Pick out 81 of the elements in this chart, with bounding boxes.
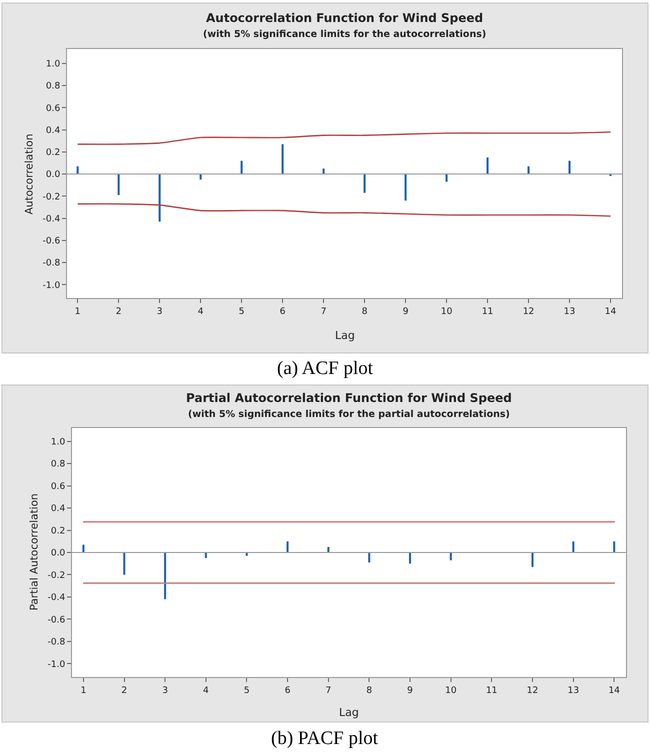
y-tick-label: -1.0 <box>42 280 60 291</box>
bar <box>404 174 407 201</box>
y-tick-label: 1.0 <box>46 60 60 70</box>
x-tick-label: 8 <box>362 306 368 317</box>
y-tick-label: -0.8 <box>42 258 60 269</box>
x-tick-label: 14 <box>604 306 617 317</box>
bar <box>531 552 534 567</box>
x-tick-label: 10 <box>445 686 457 696</box>
text: (b) PACF plot <box>271 728 379 749</box>
bar <box>450 552 452 560</box>
y-axis-title: Partial Autocorrelation <box>28 493 40 610</box>
x-tick-label: 12 <box>526 686 538 696</box>
x-tick-label: 6 <box>280 306 286 317</box>
x-tick-label: 4 <box>203 686 210 696</box>
x-tick-label: 11 <box>482 306 494 317</box>
y-tick-label: 0.8 <box>50 460 66 470</box>
x-tick-label: 1 <box>74 306 81 317</box>
bar <box>164 552 166 600</box>
line-series <box>77 203 612 217</box>
bar <box>446 174 448 182</box>
y-tick-label: 0.8 <box>46 82 60 92</box>
y-tick-label: -0.8 <box>48 638 66 648</box>
chart-title: Autocorrelation Function for Wind Speed <box>206 11 484 25</box>
x-tick-label: 1 <box>80 686 86 696</box>
y-tick-label: 0.0 <box>46 170 60 180</box>
x-tick-label: 11 <box>486 686 498 696</box>
bar <box>240 160 243 174</box>
x-tick-label: 14 <box>608 686 620 696</box>
line-series <box>77 131 612 145</box>
x-tick-label: 4 <box>198 306 204 317</box>
bar <box>568 160 571 174</box>
x-tick-label: 9 <box>407 686 414 696</box>
y-tick-label: 0.2 <box>50 526 66 536</box>
y-axis-title: Autocorrelation <box>24 134 36 214</box>
text: (a) ACF plot <box>277 358 374 379</box>
bar <box>118 174 120 196</box>
bar <box>282 144 284 174</box>
x-tick-label: 5 <box>244 686 250 696</box>
y-tick-label: -0.6 <box>48 615 66 626</box>
y-tick-label: 0.6 <box>46 104 60 114</box>
chart-title: Partial Autocorrelation Function for Wind Speed <box>186 391 512 405</box>
y-tick-label: 1.0 <box>50 437 66 448</box>
x-axis-title: Lag <box>335 329 355 342</box>
x-tick-label: 2 <box>116 306 122 317</box>
y-tick-label: -1.0 <box>48 660 66 670</box>
x-tick-label: 7 <box>326 686 332 696</box>
x-tick-label: 12 <box>522 306 534 317</box>
bar <box>364 174 366 193</box>
x-tick-label: 8 <box>366 686 372 696</box>
y-tick-label: -0.2 <box>42 192 60 202</box>
x-tick-label: 5 <box>238 306 244 317</box>
x-tick-label: 2 <box>121 686 128 696</box>
bar <box>409 552 412 564</box>
x-tick-label: 6 <box>284 686 291 696</box>
y-tick-label: 0.0 <box>50 548 66 559</box>
x-tick-label: 13 <box>564 306 576 317</box>
bar <box>368 552 370 562</box>
bar <box>286 541 289 552</box>
y-tick-label: -0.6 <box>42 236 60 247</box>
y-tick-label: 0.4 <box>50 504 66 514</box>
x-tick-label: 10 <box>440 306 453 317</box>
y-tick-label: 0.2 <box>46 148 60 158</box>
y-tick-label: -0.4 <box>48 593 66 604</box>
x-axis-title: Lag <box>339 706 359 719</box>
y-tick-label: -0.2 <box>48 570 66 581</box>
x-tick-label: 13 <box>568 686 580 696</box>
chart-subtitle: (with 5% significance limits for the partial autocorrelations) <box>188 409 510 420</box>
x-tick-label: 9 <box>402 306 409 317</box>
x-tick-label: 3 <box>162 686 168 696</box>
x-tick-label: 7 <box>320 306 326 317</box>
y-tick-label: 0.6 <box>50 482 66 492</box>
bar <box>613 541 616 552</box>
bar <box>486 157 489 174</box>
bar <box>82 544 84 552</box>
bar <box>123 552 126 575</box>
x-tick-label: 3 <box>156 306 163 317</box>
y-tick-label: -0.4 <box>42 214 60 224</box>
chart-subtitle: (with 5% significance limits for the autocorrelations) <box>203 29 486 40</box>
bar <box>158 174 161 222</box>
bar <box>572 541 574 552</box>
y-tick-label: 0.4 <box>46 126 60 136</box>
